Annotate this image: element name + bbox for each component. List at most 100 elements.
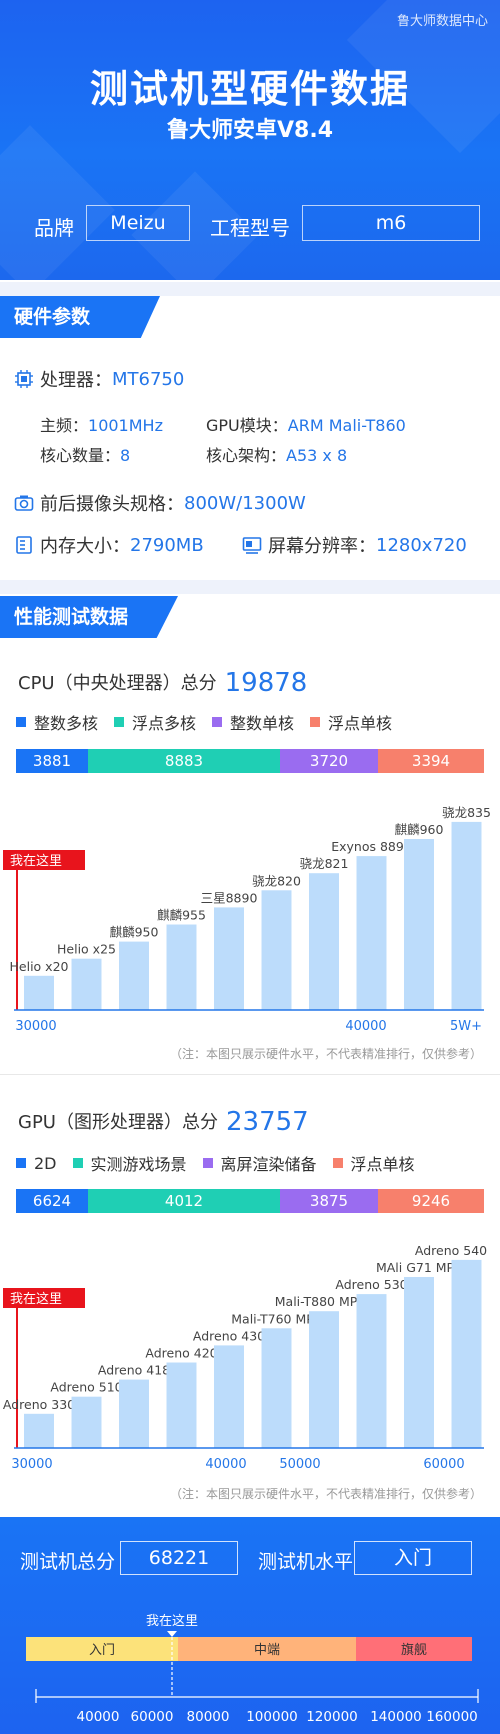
legend-item: 离屏渲染储备 (202, 1151, 317, 1175)
here-pointer (167, 1631, 177, 1637)
arch-label: 核心架构： (206, 446, 287, 465)
legend-item: 浮点单核 (332, 1151, 415, 1175)
x-tick-label: 30000 (15, 1019, 56, 1034)
brand-value: Meizu (86, 205, 190, 241)
scale-tick-label: 40000 (77, 1709, 120, 1725)
gpu-rank-chart: 我在这里 Adreno 330 Adreno 510 Adreno 418 Adreno… (3, 1243, 487, 1472)
chart-bar (261, 1328, 292, 1448)
here-label: 我在这里 (146, 1613, 198, 1629)
chart-bar (451, 821, 482, 1010)
arch-row: 核心架构：A53 x 8 (206, 442, 347, 466)
x-tick-label: 60000 (423, 1457, 464, 1472)
cpu-row: 处理器： MT6750 (14, 366, 184, 392)
gpu-score-bar: 6624 4012 3875 9246 (16, 1189, 484, 1213)
bar-label: Exynos 8895 (331, 839, 412, 854)
chart-bar (166, 924, 197, 1010)
freq-label: 主频： (40, 416, 89, 435)
gpu-value: ARM Mali-T860 (287, 416, 406, 435)
gpu-label: GPU模块： (206, 416, 288, 435)
ram-value: 2790MB (130, 534, 204, 556)
legend-item: 浮点单核 (310, 710, 392, 734)
bar-label: Adreno 330 (3, 1397, 75, 1412)
screen-value: 1280x720 (376, 534, 467, 556)
x-tick-label: 30000 (11, 1457, 52, 1472)
bar-label: Mali-T880 MP12 (275, 1294, 373, 1309)
segment-float-single: 3394 (378, 749, 484, 773)
level-band (356, 1637, 472, 1661)
section-divider (0, 282, 500, 296)
camera-row: 前后摄像头规格： 800W/1300W (14, 490, 306, 516)
gpu-module-row: GPU模块：ARM Mali-T860 (206, 412, 406, 436)
bar-label: Adreno 510 (50, 1380, 122, 1395)
tab-performance: 性能测试数据 (0, 596, 178, 638)
chart-bar (166, 1362, 197, 1448)
ram-label: 内存大小： (40, 536, 130, 557)
legend-item: 整数多核 (16, 710, 98, 734)
arch-value: A53 x 8 (286, 446, 348, 465)
cores-label: 核心数量： (40, 446, 121, 465)
bar-label: Adreno 530 (335, 1277, 407, 1292)
freq-value: 1001MHz (88, 416, 163, 435)
legend-item: 浮点多核 (114, 710, 196, 734)
chart-bar (119, 1379, 149, 1448)
cpu-label: 处理器： (40, 370, 112, 391)
model-label: 工程型号 (210, 216, 290, 240)
freq-row: 主频：1001MHz (40, 412, 163, 436)
chart-bar (214, 907, 244, 1010)
gpu-score-title: GPU（图形处理器）总分 23757 (18, 1107, 309, 1137)
level-band-label: 中端 (254, 1643, 280, 1658)
chart-bar (24, 975, 54, 1010)
model-value: m6 (302, 205, 480, 241)
scale-tick-label: 80000 (187, 1709, 230, 1725)
level-value: 入门 (354, 1541, 472, 1575)
bar-label: Adreno 540 (415, 1243, 487, 1258)
level-label: 测试机水平 (258, 1551, 354, 1573)
bar-label: Adreno 420 (145, 1346, 217, 1361)
cores-row: 核心数量：8 (40, 442, 130, 466)
segment-offscreen: 3875 (280, 1189, 378, 1213)
legend-item: 2D (16, 1151, 57, 1175)
level-band (26, 1637, 178, 1661)
chart-bar (214, 1345, 244, 1448)
legend-item: 整数单核 (212, 710, 294, 734)
camera-label: 前后摄像头规格： (40, 494, 184, 515)
chart-bar (309, 1311, 339, 1448)
x-tick-label: 40000 (205, 1457, 246, 1472)
cpu-score-title: CPU（中央处理器）总分 19878 (18, 668, 307, 698)
divider (0, 1074, 500, 1075)
header-banner: 鲁大师数据中心 测试机型硬件数据 鲁大师安卓V8.4 品牌 Meizu 工程型号… (0, 0, 500, 280)
bar-label: Mali-T760 MP8 (231, 1311, 322, 1326)
chart-bar (71, 958, 102, 1010)
here-marker-label: 我在这里 (10, 1291, 62, 1307)
here-marker-box (3, 1288, 85, 1308)
cpu-score-bar: 3881 8883 3720 3394 (16, 749, 484, 773)
segment-float-single: 9246 (378, 1189, 484, 1213)
tab-hardware: 硬件参数 (0, 296, 160, 338)
screen-icon (242, 535, 262, 555)
level-band-label: 旗舰 (401, 1642, 427, 1658)
legend-item: 实测游戏场景 (72, 1151, 187, 1175)
bar-label: 麒麟955 (157, 908, 206, 923)
chip-icon (14, 369, 34, 389)
segment-game: 4012 (88, 1189, 280, 1213)
segment-float-multi: 8883 (88, 749, 280, 773)
bar-label: 麒麟950 (110, 925, 159, 940)
level-band (178, 1637, 356, 1661)
scale-tick-label: 120000 (306, 1709, 358, 1725)
x-tick-label: 5W+ (450, 1019, 482, 1034)
chart-bar (309, 873, 339, 1010)
chart-bar (71, 1396, 102, 1448)
footer-summary: 测试机总分 68221 测试机水平 入门 我在这里 入门 中端 旗舰 40000 6000… (0, 1517, 500, 1734)
chart-bar (356, 1294, 387, 1448)
bar-label: 骁龙820 (252, 873, 301, 888)
segment-2d: 6624 (16, 1189, 88, 1213)
segment-int-multi: 3881 (16, 749, 88, 773)
chart-bar (451, 1259, 482, 1448)
scale-tick-label: 140000 (370, 1709, 422, 1725)
bar-label: Adreno 430 (193, 1328, 265, 1343)
scale-tick-label: 100000 (246, 1709, 298, 1725)
memory-icon (14, 535, 34, 555)
cores-value: 8 (120, 446, 131, 465)
level-band-label: 入门 (89, 1643, 115, 1658)
